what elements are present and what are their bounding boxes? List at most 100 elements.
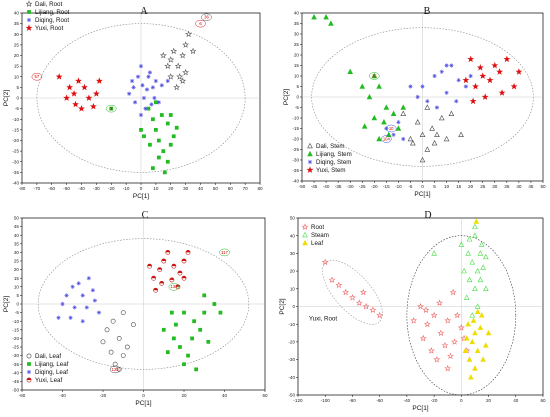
data-point bbox=[202, 310, 207, 315]
data-point bbox=[480, 356, 486, 362]
data-point bbox=[371, 114, 378, 121]
x-tick-label: -5 bbox=[408, 184, 413, 189]
data-point bbox=[441, 341, 449, 349]
data-point bbox=[483, 342, 489, 348]
y-tick-label: -10 bbox=[12, 117, 19, 122]
x-tick-label: 80 bbox=[257, 186, 263, 191]
legend-label: Lijiang, Root bbox=[35, 9, 70, 16]
data-point bbox=[127, 91, 132, 96]
data-point bbox=[359, 83, 366, 89]
data-point bbox=[72, 100, 79, 108]
y-tick-label: 20 bbox=[290, 269, 296, 274]
x-tick-label: -40 bbox=[78, 186, 85, 191]
chart-title: B bbox=[424, 6, 431, 17]
data-point bbox=[63, 94, 71, 101]
y-tick-label: 15 bbox=[14, 276, 20, 281]
data-point bbox=[142, 134, 146, 139]
y-tick-label: 30 bbox=[14, 32, 20, 37]
data-point bbox=[151, 166, 155, 171]
x-tick-label: 15 bbox=[456, 184, 462, 189]
data-point bbox=[419, 131, 426, 137]
data-point bbox=[85, 94, 93, 101]
data-point bbox=[485, 329, 492, 336]
data-point bbox=[472, 365, 478, 371]
data-point bbox=[120, 353, 126, 358]
x-tick-label: 0 bbox=[142, 393, 145, 398]
data-point bbox=[182, 68, 190, 76]
data-point bbox=[468, 374, 474, 380]
y-tick-label: 5 bbox=[16, 85, 19, 90]
y-tick-label: -35 bbox=[12, 362, 19, 367]
data-point bbox=[148, 142, 152, 147]
x-tick-label: 50 bbox=[213, 186, 219, 191]
x-tick-label: 20 bbox=[468, 184, 474, 189]
annotation-circle bbox=[219, 248, 230, 257]
data-point bbox=[429, 125, 435, 131]
confidence-ellipse bbox=[36, 23, 246, 173]
data-point bbox=[431, 140, 438, 146]
annotation-circle bbox=[195, 19, 206, 28]
x-tick-label: 40 bbox=[222, 393, 228, 398]
data-point bbox=[112, 361, 118, 367]
x-tick-label: 20 bbox=[486, 398, 492, 403]
data-point bbox=[437, 329, 445, 336]
data-point bbox=[190, 336, 194, 341]
data-point bbox=[86, 276, 91, 281]
y-tick-label: -35 bbox=[292, 168, 299, 173]
y-tick-label: -5 bbox=[15, 310, 20, 315]
y-tick-label: -50 bbox=[12, 388, 19, 393]
legend-swatch bbox=[25, 24, 33, 31]
data-point bbox=[458, 131, 464, 137]
annotation-label: 35 bbox=[372, 73, 377, 78]
data-point bbox=[461, 267, 467, 274]
data-point bbox=[156, 138, 161, 143]
y-tick-label: 40 bbox=[14, 11, 20, 16]
y-axis-label: PC[2] bbox=[279, 298, 286, 314]
data-point bbox=[165, 159, 170, 164]
x-tick-label: 45 bbox=[528, 184, 534, 189]
data-point bbox=[469, 312, 476, 318]
x-axis-label: PC[1] bbox=[414, 191, 430, 198]
x-tick-label: -10 bbox=[123, 186, 130, 191]
data-point bbox=[153, 287, 159, 293]
data-point bbox=[448, 110, 455, 116]
data-point bbox=[454, 99, 459, 104]
legend-swatch bbox=[307, 159, 313, 165]
data-point bbox=[335, 281, 343, 289]
annotation-circle bbox=[168, 283, 180, 291]
data-point bbox=[474, 267, 481, 274]
data-point bbox=[129, 78, 135, 84]
y-tick-label: -30 bbox=[292, 158, 299, 163]
data-point bbox=[147, 70, 153, 75]
legend-swatch bbox=[302, 239, 308, 246]
legend-label: Root bbox=[311, 224, 324, 231]
y-tick-label: -35 bbox=[12, 170, 19, 175]
data-point bbox=[120, 310, 126, 315]
data-point bbox=[462, 347, 469, 353]
x-tick-label: 30 bbox=[492, 184, 498, 189]
annotation-circle bbox=[381, 135, 392, 143]
data-point bbox=[434, 105, 440, 110]
data-point bbox=[182, 362, 186, 367]
data-point bbox=[410, 140, 416, 146]
data-point bbox=[150, 85, 155, 90]
data-point bbox=[173, 83, 181, 91]
y-tick-label: 50 bbox=[14, 216, 20, 221]
data-point bbox=[466, 236, 473, 242]
y-tick-label: -10 bbox=[292, 116, 299, 121]
x-axis-label: PC[1] bbox=[135, 400, 151, 407]
y-tick-label: -40 bbox=[288, 375, 295, 380]
y-tick-label: 50 bbox=[290, 216, 296, 221]
x-tick-label: -60 bbox=[19, 393, 26, 398]
x-tick-label: -30 bbox=[347, 184, 354, 189]
data-point bbox=[168, 113, 173, 117]
data-point bbox=[472, 329, 478, 336]
data-point bbox=[161, 258, 167, 264]
x-tick-label: 10 bbox=[444, 184, 450, 189]
y-tick-label: -40 bbox=[12, 181, 19, 186]
data-point bbox=[169, 310, 174, 315]
data-point bbox=[153, 78, 158, 84]
data-point bbox=[415, 94, 420, 100]
